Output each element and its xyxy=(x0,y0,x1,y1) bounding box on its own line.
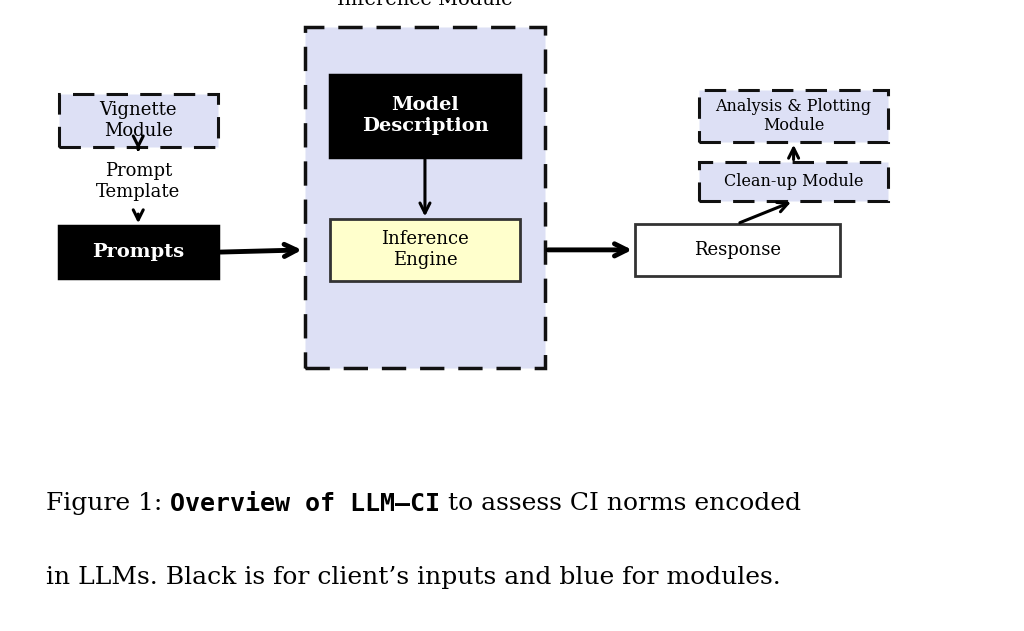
Text: Analysis & Plotting
Module: Analysis & Plotting Module xyxy=(716,98,871,134)
Bar xyxy=(698,162,888,201)
Text: Overview of LLM–CI: Overview of LLM–CI xyxy=(170,492,440,516)
Text: Inference Module: Inference Module xyxy=(337,0,513,9)
Bar xyxy=(635,224,840,276)
Text: Vignette
Module: Vignette Module xyxy=(99,101,177,140)
Bar xyxy=(59,94,218,146)
Bar xyxy=(305,27,545,368)
Text: Response: Response xyxy=(694,241,780,259)
Bar xyxy=(59,226,218,278)
Text: in LLMs. Black is for client’s inputs and blue for modules.: in LLMs. Black is for client’s inputs an… xyxy=(46,567,781,589)
Text: Prompts: Prompts xyxy=(92,243,184,261)
Bar xyxy=(698,90,888,142)
Text: Figure 1:: Figure 1: xyxy=(46,492,170,516)
Text: Inference
Engine: Inference Engine xyxy=(381,230,469,269)
Text: Clean-up Module: Clean-up Module xyxy=(724,174,863,190)
Text: Model
Description: Model Description xyxy=(361,97,488,135)
Bar xyxy=(330,219,520,281)
Bar xyxy=(330,75,520,156)
Text: Prompt
Template: Prompt Template xyxy=(96,162,180,201)
Text: to assess CI norms encoded: to assess CI norms encoded xyxy=(440,492,802,516)
